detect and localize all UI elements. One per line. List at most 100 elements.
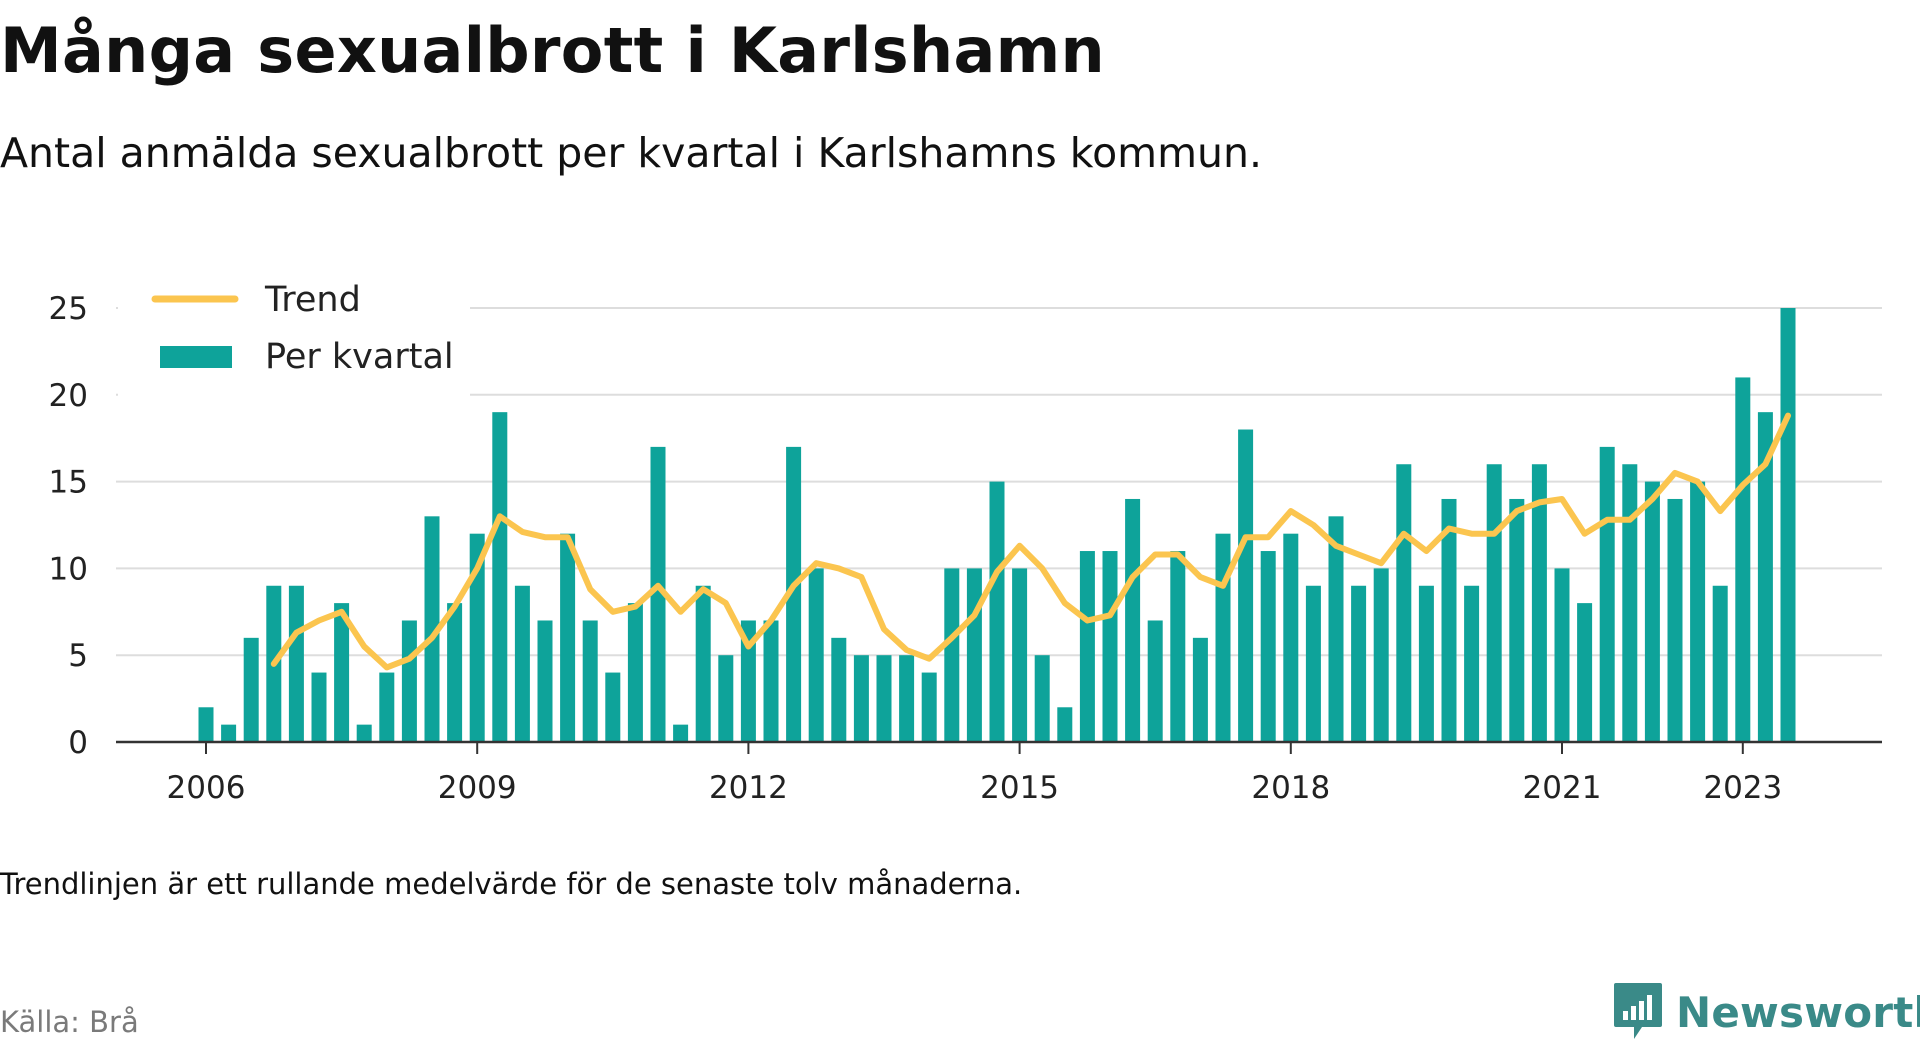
bar	[1283, 533, 1299, 742]
bar	[853, 655, 869, 742]
bar	[537, 620, 553, 742]
bar	[1125, 498, 1141, 742]
bar	[582, 620, 598, 742]
bar	[1599, 446, 1615, 742]
bar	[469, 533, 485, 742]
y-tick-label: 0	[68, 725, 88, 761]
bar	[944, 568, 960, 742]
brand-name: Newsworthy	[1676, 987, 1920, 1037]
y-tick-label: 20	[49, 378, 88, 414]
x-tick-label: 2006	[167, 770, 246, 800]
x-tick-label: 2023	[1703, 770, 1782, 800]
bar	[1464, 585, 1480, 742]
bar	[1170, 551, 1186, 742]
legend: Trend Per kvartal	[118, 272, 470, 398]
bar	[740, 620, 756, 742]
bar	[1057, 707, 1073, 742]
y-tick-label: 15	[49, 465, 88, 501]
x-tick-label: 2012	[709, 770, 788, 800]
bar	[831, 637, 847, 742]
bar	[1531, 464, 1547, 742]
bar	[1712, 585, 1728, 742]
bar	[1192, 637, 1208, 742]
bar	[288, 585, 304, 742]
bar	[1328, 516, 1344, 742]
y-tick-label: 25	[49, 291, 88, 327]
bar	[763, 620, 779, 742]
bar	[673, 724, 689, 742]
bar	[1260, 551, 1276, 742]
bar	[1305, 585, 1321, 742]
footnote: Trendlinjen är ett rullande medelvärde f…	[0, 867, 1023, 901]
bar	[1554, 568, 1570, 742]
bar	[1690, 481, 1706, 742]
bar	[334, 603, 350, 742]
bar	[560, 533, 576, 742]
x-tick-label: 2009	[438, 770, 517, 800]
bar	[1034, 655, 1050, 742]
bar	[447, 603, 463, 742]
legend-background	[118, 272, 470, 398]
bar	[605, 672, 621, 742]
bar-chart: 2006 2009 2012 2015 2018 2021 2023 0510152025 …	[49, 272, 1882, 800]
y-tick-label: 10	[49, 551, 88, 587]
bar	[492, 412, 508, 742]
bar	[1418, 585, 1434, 742]
bar	[650, 446, 666, 742]
bar	[1486, 464, 1502, 742]
bar	[1735, 377, 1751, 742]
bar	[401, 620, 417, 742]
y-axis: 0 5 10 15 20 25	[49, 291, 88, 761]
bar	[243, 637, 259, 742]
bar	[1622, 464, 1638, 742]
x-tick-label: 2021	[1523, 770, 1602, 800]
bar	[695, 585, 711, 742]
bar	[1102, 551, 1118, 742]
bar	[966, 568, 982, 742]
bar	[1644, 481, 1660, 742]
bar	[627, 603, 643, 742]
bar	[1780, 308, 1796, 742]
bar	[1396, 464, 1412, 742]
bar-series-per-kvartal	[198, 308, 1796, 742]
bar	[198, 707, 214, 742]
bar	[1215, 533, 1231, 742]
bar	[989, 481, 1005, 742]
x-tick-label: 2015	[980, 770, 1059, 800]
bar	[514, 585, 530, 742]
bar	[786, 446, 802, 742]
trend-series	[270, 412, 1791, 671]
legend-label-trend: Trend	[264, 280, 361, 320]
bar	[1667, 498, 1683, 742]
bar	[379, 672, 395, 742]
chart-subtitle: Antal anmälda sexualbrott per kvartal i …	[0, 129, 1263, 177]
bar	[921, 672, 937, 742]
bar	[899, 655, 915, 742]
bar	[1079, 551, 1095, 742]
legend-swatch-per-kvartal	[160, 346, 232, 368]
bar	[1441, 498, 1457, 742]
bar	[1757, 412, 1773, 742]
bar	[1577, 603, 1593, 742]
brand-logo[interactable]: Newsworthy	[1612, 980, 1920, 1044]
bar	[311, 672, 327, 742]
newsworthy-logo-icon	[1614, 983, 1662, 1039]
bar	[1373, 568, 1389, 742]
bar	[221, 724, 237, 742]
bar	[718, 655, 734, 742]
bar	[1012, 568, 1028, 742]
bar	[356, 724, 372, 742]
trend-line	[270, 412, 1791, 671]
source-label: Källa: Brå	[0, 1005, 139, 1039]
bar	[424, 516, 440, 742]
bar	[876, 655, 892, 742]
chart-title: Många sexualbrott i Karlshamn	[0, 14, 1105, 87]
bar	[1509, 498, 1525, 742]
x-tick-label: 2018	[1251, 770, 1330, 800]
x-axis: 2006 2009 2012 2015 2018 2021 2023	[167, 742, 1782, 800]
bar	[1351, 585, 1367, 742]
bar	[808, 568, 824, 742]
bar	[1238, 429, 1254, 742]
bar	[1147, 620, 1163, 742]
legend-label-per-kvartal: Per kvartal	[265, 337, 454, 377]
